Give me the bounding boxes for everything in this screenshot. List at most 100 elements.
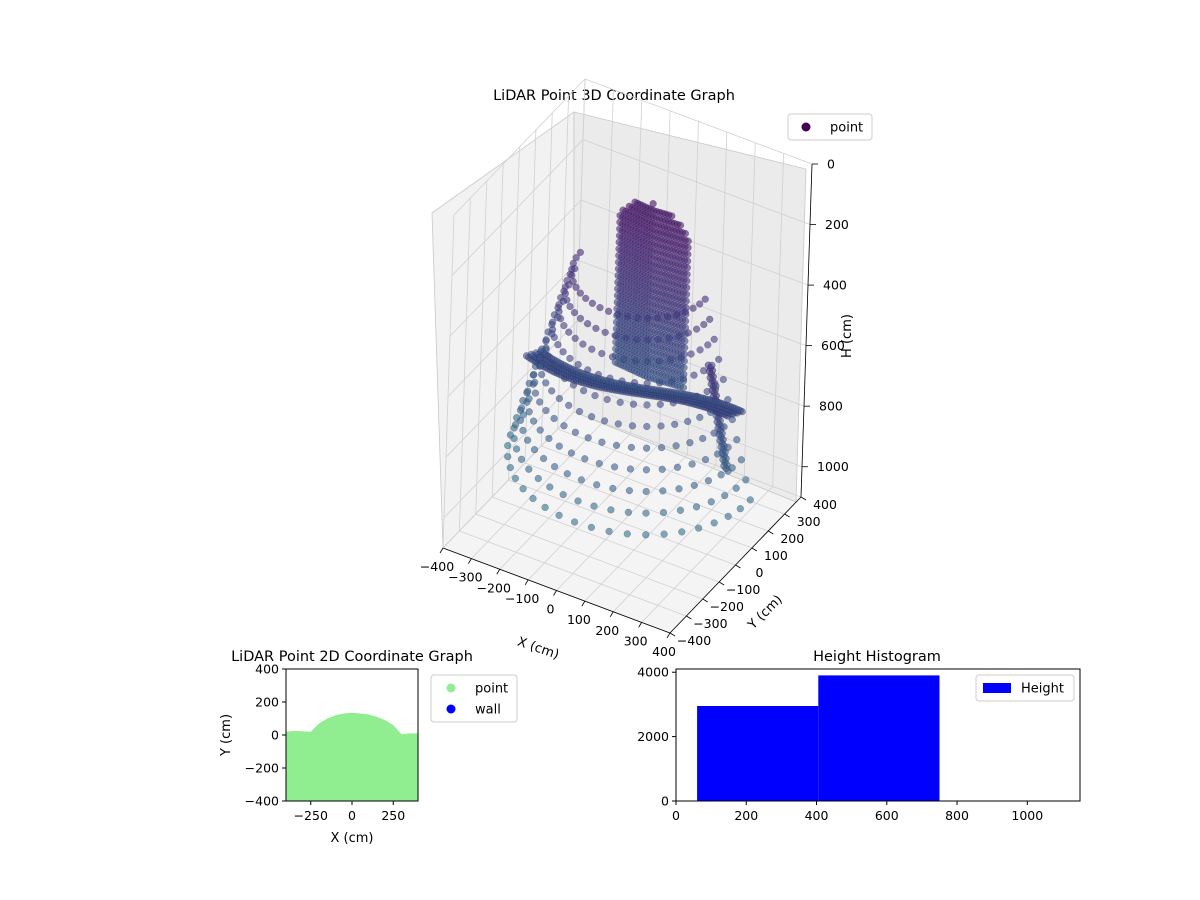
point-3d: [524, 387, 532, 395]
point-3d: [682, 290, 691, 299]
floor-grid-y: [475, 513, 703, 600]
point-3d: [699, 367, 708, 375]
point-3d: [609, 484, 617, 493]
point-3d: [679, 377, 688, 385]
point-3d: [555, 442, 563, 450]
point-3d: [519, 485, 527, 493]
back-grid-x: [601, 89, 614, 423]
point-3d: [680, 357, 688, 365]
point-3d: [550, 462, 559, 471]
point-3d: [576, 314, 585, 323]
point-3d: [587, 413, 596, 421]
x-tick-3d: [609, 611, 614, 617]
point-3d: [560, 287, 568, 295]
point-3d: [560, 321, 568, 330]
point-3d: [710, 429, 718, 437]
left-grid-y: [442, 214, 455, 549]
point-3d: [576, 248, 585, 257]
point-3d: [548, 387, 556, 395]
point-3d: [704, 341, 712, 349]
point-3d: [548, 320, 556, 329]
y-tick-label-hist: 0: [661, 794, 669, 809]
point-3d: [659, 487, 667, 495]
point-3d: [536, 426, 544, 434]
z-tick-label-3d: 200: [825, 217, 849, 232]
point-3d: [523, 436, 532, 444]
point-3d: [588, 299, 597, 307]
point-3d: [671, 420, 679, 428]
point-3d: [565, 328, 573, 336]
x-axis-label-3d: X (cm): [515, 635, 561, 663]
z-tick-label-3d: 1000: [817, 459, 849, 474]
point-3d: [613, 311, 621, 320]
floor-grid-y: [508, 479, 736, 566]
point-3d: [541, 503, 549, 512]
point-3d: [542, 406, 550, 415]
y-tick-label-3d: 0: [756, 565, 764, 580]
point-3d: [610, 463, 619, 471]
y-tick-label-2d: 200: [255, 695, 279, 710]
point-3d: [529, 417, 538, 425]
point-3d: [679, 383, 688, 392]
point-3d: [680, 350, 689, 358]
point-3d: [571, 334, 579, 343]
point-3d: [559, 297, 567, 305]
point-3d: [681, 324, 690, 332]
point-3d: [681, 343, 689, 352]
point-3d: [629, 400, 638, 408]
y-tick-label-3d: 400: [813, 497, 837, 512]
point-3d: [736, 505, 744, 513]
point-3d: [658, 465, 666, 473]
point-3d: [511, 420, 520, 429]
point-3d: [628, 422, 637, 430]
point-3d: [614, 285, 622, 293]
point-3d: [525, 465, 533, 473]
point-3d: [542, 346, 550, 354]
legend-2d: point wall: [430, 674, 518, 723]
x-tick-label-3d: −200: [477, 580, 511, 595]
point-3d: [616, 218, 624, 226]
point-3d: [612, 345, 620, 353]
point-3d: [657, 443, 666, 452]
y-tick-3d: [735, 564, 741, 569]
y-tick-label-hist: 4000: [637, 665, 669, 680]
point-3d: [614, 278, 622, 286]
point-3d: [696, 346, 704, 354]
y-tick-label-2d: 400: [255, 662, 279, 677]
point-3d: [615, 231, 624, 240]
point-3d: [692, 503, 701, 511]
point-3d: [717, 471, 725, 479]
point-3d: [612, 331, 620, 340]
point-3d: [716, 437, 724, 445]
point-3d: [684, 417, 692, 426]
point-3d: [683, 257, 692, 265]
point-3d: [555, 394, 564, 403]
back-grid-x: [772, 153, 785, 487]
legend-label-point: point: [830, 121, 863, 136]
point-3d: [688, 460, 696, 468]
point-3d: [696, 413, 704, 422]
point-3d: [676, 221, 685, 229]
left-grid-y: [491, 163, 504, 498]
x-tick-3d: [524, 579, 529, 586]
point-3d: [683, 277, 691, 285]
point-3d: [612, 318, 621, 326]
left-grid-y: [508, 146, 520, 481]
y-tick-label-2d: 0: [271, 728, 279, 743]
left-grid-y: [475, 180, 488, 515]
point-3d: [529, 494, 537, 503]
point-3d: [682, 297, 690, 305]
axes-frame-hist: [675, 668, 1081, 802]
point-3d: [596, 303, 604, 312]
point-3d: [577, 476, 586, 484]
point-3d: [536, 398, 544, 406]
z-tick-label-3d: 800: [819, 399, 843, 414]
point-3d: [588, 345, 596, 353]
point-3d: [721, 491, 729, 500]
point-3d: [534, 474, 542, 483]
x-tick-label-3d: 0: [547, 602, 555, 617]
point-3d: [643, 401, 651, 409]
x-tick-label-2d: −250: [294, 808, 328, 823]
point-3d: [682, 304, 690, 312]
point-3d: [554, 341, 562, 349]
